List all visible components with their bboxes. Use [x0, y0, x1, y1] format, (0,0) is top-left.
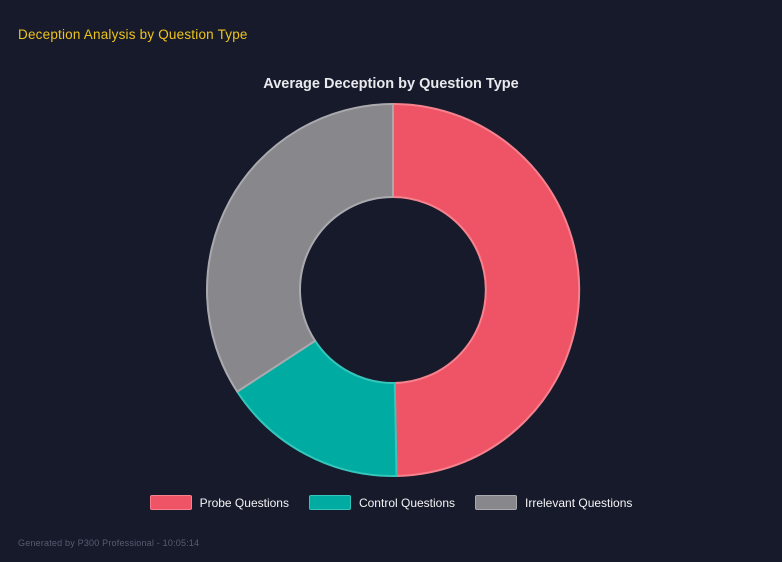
- legend-item-irrelevant-questions[interactable]: Irrelevant Questions: [475, 495, 632, 510]
- legend-item-control-questions[interactable]: Control Questions: [308, 495, 456, 510]
- chart-legend: Probe Questions Control Questions Irreleva…: [0, 495, 782, 510]
- footer-note: Generated by P300 Professional - 10:05:1…: [18, 538, 200, 548]
- legend-swatch-probe-questions: [149, 495, 192, 510]
- chart-title: Average Deception by Question Type: [263, 76, 519, 92]
- donut-chart: [206, 103, 581, 477]
- legend-label-irrelevant-questions: Irrelevant Questions: [525, 495, 633, 510]
- legend-swatch-irrelevant-questions: [475, 495, 518, 510]
- legend-label-probe-questions: Probe Questions: [199, 495, 289, 510]
- legend-label-control-questions: Control Questions: [358, 495, 456, 510]
- donut-segment-irrelevant-questions[interactable]: [206, 103, 394, 393]
- donut-segment-control-questions[interactable]: [236, 339, 398, 477]
- page-title: Deception Analysis by Question Type: [18, 27, 248, 42]
- legend-swatch-control-questions: [308, 495, 351, 510]
- legend-item-probe-questions[interactable]: Probe Questions: [149, 495, 289, 510]
- donut-segment-probe-questions[interactable]: [392, 103, 581, 477]
